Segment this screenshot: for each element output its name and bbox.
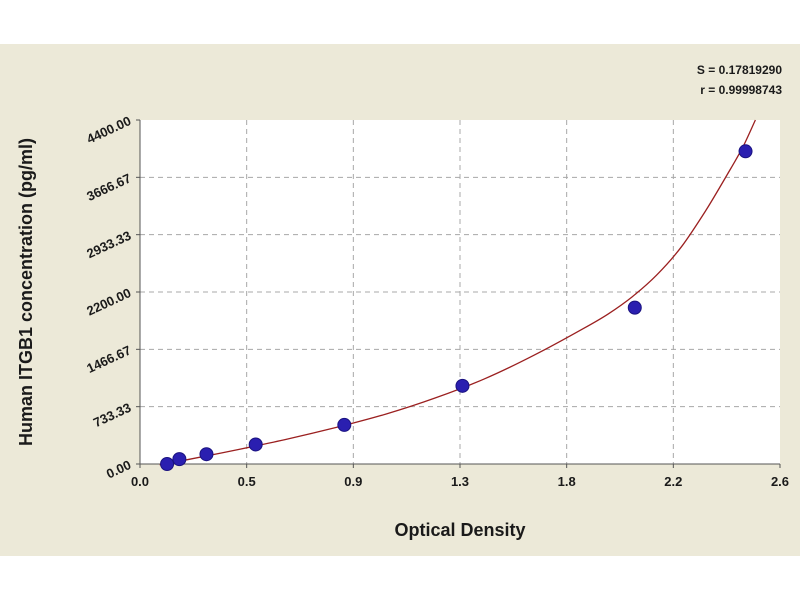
data-point bbox=[199, 447, 214, 462]
stat-r-text: r = 0.99998743 bbox=[700, 83, 782, 97]
data-points bbox=[160, 144, 753, 471]
standard-curve-chart: 0.0 0.5 0.9 1.3 1.8 2.2 2.6 0.00 733.33 1466.67 2… bbox=[16, 63, 789, 540]
data-point bbox=[627, 300, 642, 315]
x-axis-title: Optical Density bbox=[394, 520, 525, 540]
y-tick-label: 733.33 bbox=[91, 400, 133, 430]
y-tick-label: 1466.67 bbox=[84, 342, 133, 375]
y-tick-label: 4400.00 bbox=[84, 113, 133, 146]
y-tick-label: 0.00 bbox=[104, 457, 133, 481]
chart-panel: 0.0 0.5 0.9 1.3 1.8 2.2 2.6 0.00 733.33 1466.67 2… bbox=[0, 44, 800, 556]
x-ticks: 0.0 0.5 0.9 1.3 1.8 2.2 2.6 bbox=[131, 464, 789, 489]
fit-curve bbox=[159, 119, 756, 466]
y-tick-label: 2200.00 bbox=[84, 285, 133, 318]
y-axis-title: Human ITGB1 concentration (pg/ml) bbox=[16, 138, 36, 446]
data-point bbox=[160, 457, 175, 471]
y-tick-label: 3666.67 bbox=[84, 170, 133, 203]
x-tick-label: 0.0 bbox=[131, 474, 149, 489]
y-ticks: 0.00 733.33 1466.67 2200.00 2933.33 3666.67 44… bbox=[84, 113, 140, 481]
x-tick-label: 2.6 bbox=[771, 474, 789, 489]
x-tick-label: 2.2 bbox=[664, 474, 682, 489]
x-tick-label: 0.5 bbox=[238, 474, 256, 489]
data-point bbox=[337, 417, 352, 432]
grid-lines bbox=[140, 120, 780, 464]
data-point bbox=[455, 378, 470, 393]
x-tick-label: 1.3 bbox=[451, 474, 469, 489]
data-point bbox=[172, 452, 187, 467]
x-tick-label: 0.9 bbox=[344, 474, 362, 489]
stat-s-text: S = 0.17819290 bbox=[697, 63, 782, 77]
y-tick-label: 2933.33 bbox=[84, 228, 133, 261]
data-point bbox=[738, 144, 753, 159]
data-point bbox=[248, 437, 263, 452]
x-tick-label: 1.8 bbox=[558, 474, 576, 489]
